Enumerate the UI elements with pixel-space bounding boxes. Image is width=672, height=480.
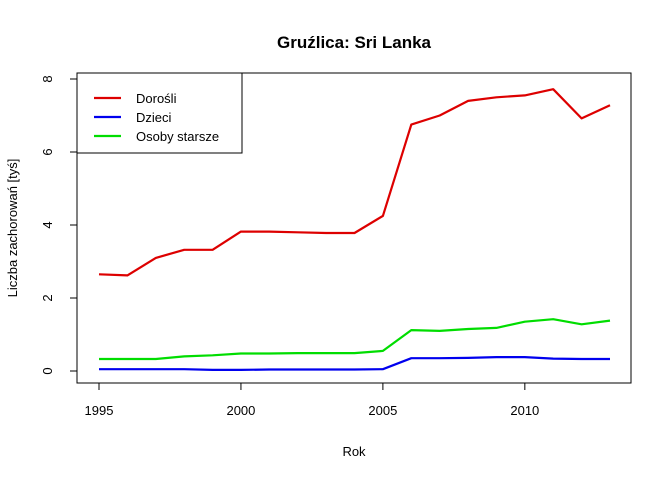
y-tick-label: 8 xyxy=(40,75,55,82)
series-line-1 xyxy=(98,88,611,277)
x-tick-label: 2005 xyxy=(368,403,397,418)
y-tick-label: 4 xyxy=(40,221,55,228)
legend-label: Dzieci xyxy=(136,110,172,125)
legend-label: Dorośli xyxy=(136,91,177,106)
x-axis: 1995 2000 2005 2010 xyxy=(85,382,539,418)
x-tick-label: 2000 xyxy=(226,403,255,418)
y-tick-label: 6 xyxy=(40,148,55,155)
y-axis: 0 2 4 6 8 xyxy=(40,75,78,375)
legend-label: Osoby starsze xyxy=(136,129,219,144)
x-tick-label: 2010 xyxy=(510,403,539,418)
legend: Dorośli Dzieci Osoby starsze xyxy=(76,72,243,154)
y-axis-label: Liczba zachorowań [tyś] xyxy=(5,159,20,298)
chart-title: Gruźlica: Sri Lanka xyxy=(277,33,432,52)
y-tick-label: 2 xyxy=(40,294,55,301)
y-tick-label: 0 xyxy=(40,367,55,374)
legend-box xyxy=(76,72,243,154)
series-line-3 xyxy=(99,318,611,361)
series-line-2 xyxy=(99,356,610,371)
series-lines xyxy=(98,88,611,371)
x-tick-label: 1995 xyxy=(85,403,114,418)
x-axis-label: Rok xyxy=(342,444,366,459)
